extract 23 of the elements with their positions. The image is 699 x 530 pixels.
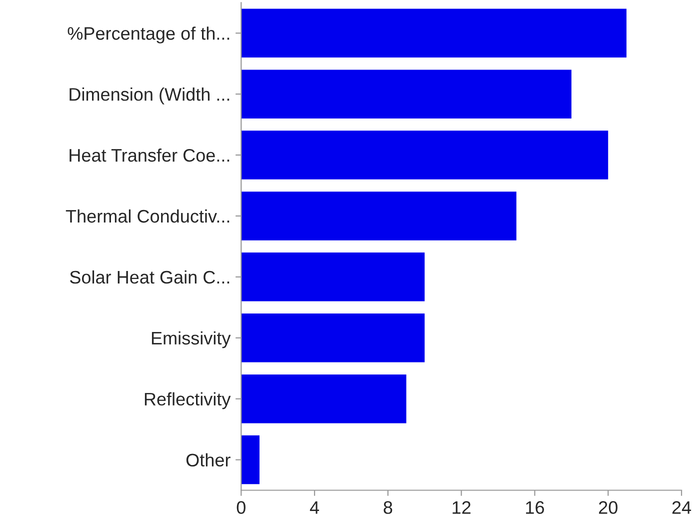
bar — [241, 8, 626, 58]
y-tick-label: Heat Transfer Coe... — [70, 148, 230, 162]
y-tick-label: Emissivity — [152, 331, 231, 348]
y-tick-label: Thermal Conductiv... — [66, 209, 230, 223]
x-tick-label: 12 — [452, 501, 470, 514]
y-tick-label: %Percentage of th... — [68, 26, 230, 44]
x-tick-label: 24 — [672, 501, 692, 514]
bar — [241, 252, 425, 302]
bar — [241, 435, 260, 484]
bar — [241, 192, 516, 240]
y-tick-label: Reflectivity — [144, 392, 231, 410]
bar — [241, 70, 572, 118]
y-tick-label: Solar Heat Gain C... — [70, 270, 230, 284]
bar — [241, 374, 406, 424]
y-tick-label: Dimension (Width ... — [70, 88, 230, 104]
y-tick-label: Other — [186, 453, 230, 466]
x-tick-label: 0 — [236, 501, 246, 514]
x-tick-label: 4 — [310, 501, 320, 514]
x-tick-label: 8 — [384, 501, 392, 514]
x-tick-label: 20 — [599, 501, 618, 514]
x-tick-label: 16 — [526, 501, 544, 514]
bar — [241, 130, 608, 180]
bar — [241, 313, 425, 362]
